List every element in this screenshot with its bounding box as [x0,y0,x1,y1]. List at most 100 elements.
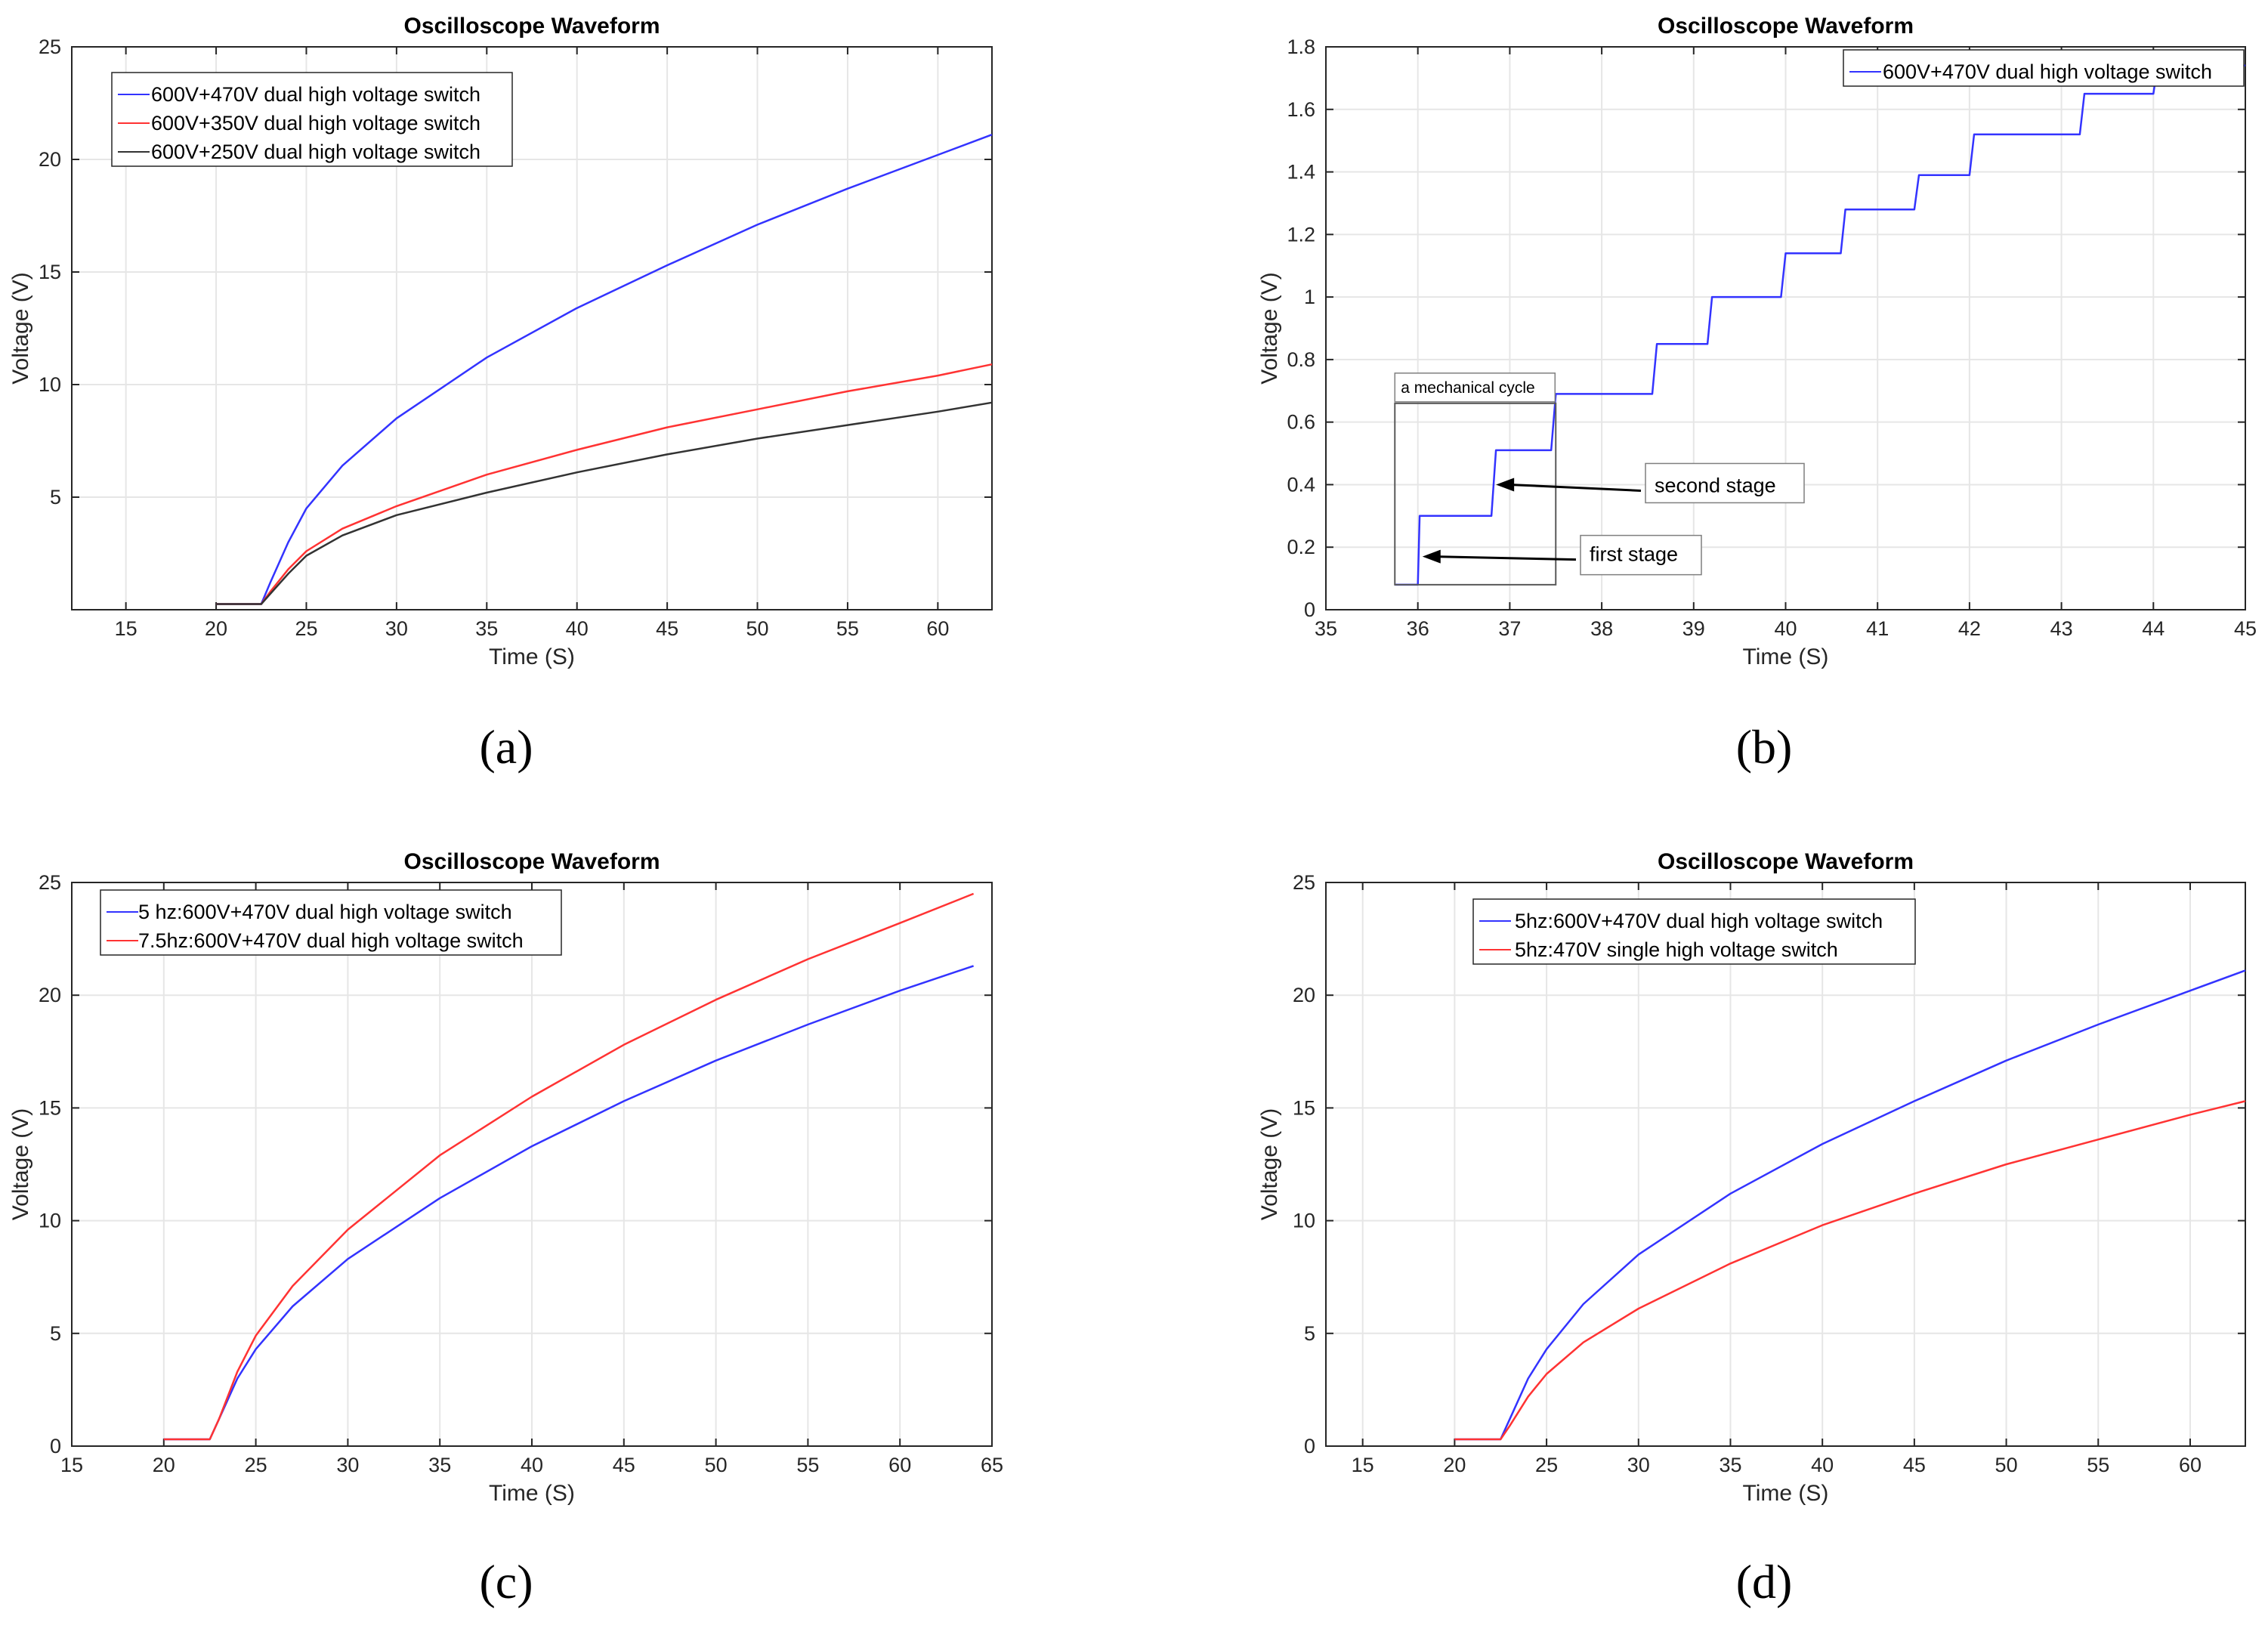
y-tick-label: 15 [39,261,61,283]
legend: 5hz:600V+470V dual high voltage switch 5h… [1473,899,1915,964]
series-line-1 [1454,970,2245,1439]
x-tick-label: 50 [1995,1454,2018,1476]
x-tick-label: 44 [2142,617,2164,640]
y-tick-label: 25 [39,36,61,58]
x-axis-label: Time (S) [489,644,575,669]
annotations: a mechanical cycle second stage first stag… [1395,373,1804,585]
series-line-2 [216,364,992,604]
chart-b: 35 36 37 38 39 40 41 42 43 44 4500.20.40.60.811.21… [1257,14,2257,774]
x-tick-label: 35 [475,617,498,640]
y-tick-label: 0.2 [1287,536,1315,558]
gridlines [1326,47,2245,610]
x-tick-label: 39 [1682,617,1705,640]
y-tick-label: 20 [1293,984,1315,1006]
y-axis-label: Voltage (V) [8,272,33,384]
y-tick-label: 0.6 [1287,411,1315,434]
x-tick-label: 55 [2087,1454,2109,1476]
x-tick-label: 45 [613,1454,635,1476]
x-tick-label: 40 [1811,1454,1834,1476]
y-tick-label: 10 [1293,1210,1315,1232]
y-tick-label: 0 [1304,598,1315,621]
x-tick-label: 45 [2234,617,2257,640]
x-tick-label: 42 [1958,617,1981,640]
gridlines [72,882,992,1446]
x-tick-label: 50 [705,1454,728,1476]
y-tick-label: 1.2 [1287,223,1315,246]
x-tick-label: 35 [1315,617,1337,640]
legend-entry-1: 600V+470V dual high voltage switch [1883,60,2212,83]
legend-entry-2: 600V+350V dual high voltage switch [151,112,480,134]
x-tick-label: 15 [1352,1454,1374,1476]
first-stage-arrow [1436,557,1576,560]
y-tick-label: 15 [1293,1096,1315,1119]
series-line-3 [216,403,992,604]
x-tick-label: 43 [2050,617,2073,640]
x-axis-ticks: 15 20 25 30 35 40 45 50 55 60 [1352,882,2202,1476]
x-tick-label: 35 [428,1454,451,1476]
y-tick-label: 1.8 [1287,36,1315,58]
x-tick-label: 60 [2179,1454,2202,1476]
x-tick-label: 41 [1866,617,1889,640]
x-tick-label: 36 [1407,617,1429,640]
x-axis-label: Time (S) [489,1481,575,1506]
legend: 5 hz:600V+470V dual high voltage switch7… [100,890,561,955]
series-line-1 [1395,63,2245,585]
series-line-1 [164,966,974,1439]
x-tick-label: 25 [295,617,317,640]
x-tick-label: 45 [1903,1454,1926,1476]
chart-d: 15 20 25 30 35 40 45 50 55 60 0 5 10 15 20 25 Time (S) Vo… [1257,849,2245,1609]
subfigure-caption: (d) [1736,1555,1793,1609]
legend-entry-1: 5 hz:600V+470V dual high voltage switch [138,901,512,923]
y-axis-ticks: 0 5 10 15 20 25 [39,871,992,1457]
y-tick-label: 0 [50,1435,61,1457]
x-tick-label: 50 [746,617,769,640]
y-tick-label: 25 [1293,871,1315,894]
series-line-1 [216,134,992,604]
y-axis-label: Voltage (V) [8,1108,33,1220]
x-axis-label: Time (S) [1743,644,1829,669]
y-tick-label: 20 [39,984,61,1006]
second-stage-label: second stage [1655,474,1776,496]
x-tick-label: 37 [1498,617,1521,640]
chart-title: Oscilloscope Waveform [404,849,660,874]
y-tick-label: 1 [1304,286,1315,308]
legend: 600V+470V dual high voltage switch [1843,50,2244,86]
y-tick-label: 1.4 [1287,161,1315,184]
chart-title: Oscilloscope Waveform [1658,14,1914,39]
y-tick-label: 15 [39,1096,61,1119]
y-tick-label: 5 [50,1322,61,1345]
y-tick-label: 10 [39,373,61,396]
x-tick-label: 40 [1774,617,1797,640]
x-tick-label: 38 [1590,617,1613,640]
x-tick-label: 30 [1627,1454,1650,1476]
x-tick-label: 55 [796,1454,819,1476]
x-tick-label: 60 [888,1454,911,1476]
legend: 600V+470V dual high voltage switch 600V+3… [112,73,512,166]
legend-entry-1: 5hz:600V+470V dual high voltage switch [1515,910,1883,932]
subfigure-caption: (b) [1736,720,1793,774]
x-axis-label: Time (S) [1743,1481,1829,1506]
legend-entry-3: 600V+250V dual high voltage switch [151,141,480,163]
x-tick-label: 35 [1719,1454,1741,1476]
second-stage-arrowhead [1496,478,1514,491]
chart-title: Oscilloscope Waveform [404,14,660,39]
y-axis-label: Voltage (V) [1257,1108,1282,1220]
subfigure-caption: (c) [479,1555,533,1609]
chart-title: Oscilloscope Waveform [1658,849,1914,874]
x-tick-label: 60 [926,617,949,640]
x-tick-label: 20 [153,1454,175,1476]
second-stage-arrow [1509,484,1641,490]
legend-entry-2: 5hz:470V single high voltage switch [1515,938,1838,961]
x-tick-label: 25 [245,1454,267,1476]
x-tick-label: 25 [1535,1454,1558,1476]
y-tick-label: 20 [39,148,61,171]
y-tick-label: 1.6 [1287,98,1315,121]
y-tick-label: 5 [1304,1322,1315,1345]
y-tick-label: 0.4 [1287,473,1315,496]
x-tick-label: 30 [385,617,408,640]
x-tick-label: 65 [981,1454,1003,1476]
legend-entry-1: 600V+470V dual high voltage switch [151,83,480,106]
x-tick-label: 20 [205,617,227,640]
y-tick-label: 5 [50,486,61,508]
first-stage-label: first stage [1590,543,1678,566]
